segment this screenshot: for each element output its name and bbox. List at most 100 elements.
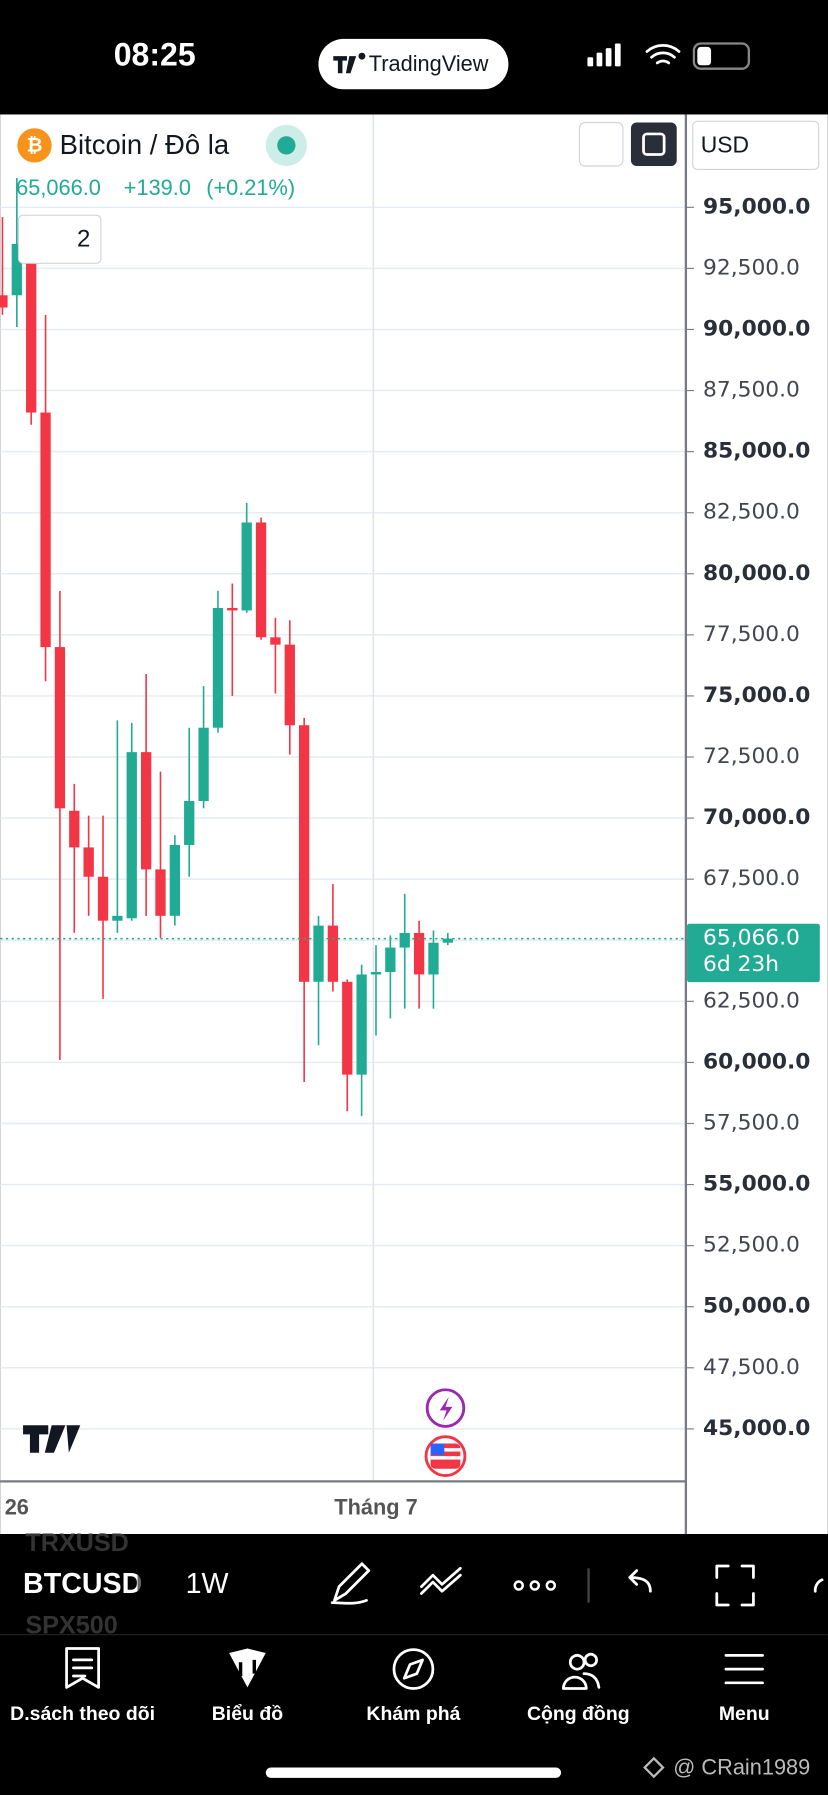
- candle-body: [227, 607, 238, 611]
- nav-icon-chart[interactable]: [229, 1648, 266, 1688]
- expand[interactable]: [715, 1564, 755, 1607]
- currency: USD: [701, 132, 749, 158]
- candle-body: [370, 972, 382, 975]
- redo-partial[interactable]: [813, 1578, 824, 1593]
- candle-body: [112, 915, 123, 921]
- tv-watermark: [23, 1425, 81, 1453]
- y-tick-label: 82,500.0: [703, 500, 800, 525]
- battery-level: [697, 46, 712, 66]
- symbol-current[interactable]: BTCUSD: [23, 1568, 142, 1600]
- x-axis: 26 Tháng 7: [5, 1495, 418, 1520]
- btc-glyph: ₿: [27, 135, 43, 157]
- market-status[interactable]: [277, 136, 296, 155]
- nav-icon-compass: [402, 1658, 424, 1680]
- nav-label[interactable]: Menu: [719, 1703, 770, 1725]
- chevron: [37, 232, 59, 245]
- y-tick-label: 67,500.0: [703, 866, 800, 891]
- candle-body: [241, 522, 252, 611]
- watermark-logo: [643, 1756, 665, 1779]
- candle-body: [428, 942, 439, 975]
- candle-body: [399, 932, 410, 948]
- more-tools[interactable]: [513, 1580, 557, 1591]
- x-tick-label: Tháng 7: [334, 1495, 417, 1520]
- candle-body: [212, 607, 224, 728]
- currency-select[interactable]: [692, 120, 820, 170]
- candle-body: [26, 243, 37, 413]
- nav-icon-explore[interactable]: [392, 1648, 435, 1690]
- candle-body: [40, 412, 51, 648]
- y-tick-label: 72,500.0: [703, 744, 800, 769]
- down-arrow: [591, 132, 611, 156]
- y-tick-label: 90,000.0: [703, 316, 810, 341]
- y-tick-label: 92,500.0: [703, 255, 800, 280]
- nav-label[interactable]: D.sách theo dõi: [10, 1703, 155, 1725]
- y-tick-label: 70,000.0: [703, 805, 810, 830]
- candle-body: [169, 844, 181, 916]
- undo[interactable]: [628, 1569, 652, 1593]
- y-tick-label: 77,500.0: [703, 622, 800, 647]
- indicator-count: 2: [77, 226, 90, 253]
- quote-last: 65,066.0: [16, 175, 101, 200]
- status-time: 08:25: [114, 37, 196, 73]
- candle-body: [270, 637, 281, 645]
- draw-tool[interactable]: [330, 1562, 371, 1605]
- watermark: @ CRain1989: [673, 1754, 810, 1779]
- candle-body: [342, 981, 353, 1075]
- nav-label[interactable]: Biểu đồ: [212, 1703, 283, 1725]
- nav-icon-watchlist[interactable]: [65, 1647, 100, 1689]
- candle-body: [69, 810, 80, 848]
- y-tick-label: 57,500.0: [703, 1110, 800, 1135]
- last-price-label: 65,066.0: [703, 926, 800, 951]
- indicator-toggle[interactable]: [17, 214, 102, 264]
- wifi-icon: [645, 44, 681, 65]
- nav-label[interactable]: Khám phá: [366, 1703, 460, 1725]
- candle-body: [11, 243, 22, 296]
- y-tick-label: 60,000.0: [703, 1049, 810, 1074]
- app-name: TradingView: [369, 51, 489, 76]
- app-pill: [318, 38, 509, 90]
- quote-change: +139.0: [124, 175, 191, 200]
- candle-body: [385, 947, 396, 973]
- btc-icon: [17, 128, 52, 163]
- symbol-prev: TRXUSD: [25, 1529, 129, 1557]
- y-tick-label: 62,500.0: [703, 988, 800, 1013]
- x-tick-label: 26: [5, 1495, 29, 1520]
- nav-label[interactable]: Cộng đồng: [527, 1703, 630, 1725]
- signal-icon: [587, 43, 621, 67]
- fade: [137, 1556, 161, 1615]
- trend-tool[interactable]: [420, 1566, 462, 1595]
- candle-body: [284, 644, 295, 726]
- candle-body: [83, 847, 94, 877]
- fullscreen-icon: [642, 132, 666, 156]
- candle-body: [0, 295, 8, 308]
- candle-body: [184, 800, 195, 845]
- nav-icon-community[interactable]: [562, 1652, 601, 1690]
- y-tick-label: 80,000.0: [703, 561, 810, 586]
- candle-body: [54, 647, 66, 809]
- candle-body: [327, 925, 339, 982]
- candle-body: [442, 938, 453, 943]
- select-chevron: [798, 141, 811, 150]
- candle-body: [313, 925, 324, 982]
- candle-body: [299, 725, 310, 982]
- symbol-name[interactable]: Bitcoin / Đô la: [60, 129, 230, 160]
- flag: [430, 1443, 461, 1469]
- app-logo: [333, 52, 366, 74]
- interval[interactable]: 1W: [186, 1568, 229, 1600]
- y-tick-label: 45,000.0: [703, 1416, 810, 1441]
- y-tick-label: 47,500.0: [703, 1355, 800, 1380]
- nav-icon-menu[interactable]: [724, 1653, 764, 1685]
- candle-body: [97, 876, 109, 921]
- y-tick-label: 75,000.0: [703, 683, 810, 708]
- home-indicator: [265, 1767, 562, 1778]
- candle-body: [198, 727, 209, 801]
- y-tick-label: 55,000.0: [703, 1172, 810, 1197]
- y-tick-label: 87,500.0: [703, 378, 800, 403]
- candle-body: [155, 869, 166, 916]
- candle-body: [140, 752, 152, 870]
- candle-body: [356, 974, 367, 1075]
- fullscreen-toggle[interactable]: [630, 122, 677, 166]
- countdown: 6d 23h: [703, 952, 779, 977]
- quote-change-percent: (+0.21%): [206, 175, 295, 200]
